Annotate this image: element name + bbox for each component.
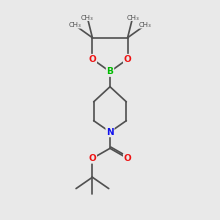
Text: CH₃: CH₃: [68, 22, 81, 28]
Text: N: N: [106, 128, 114, 136]
Text: CH₃: CH₃: [126, 15, 139, 21]
Text: B: B: [106, 67, 114, 76]
Text: O: O: [88, 55, 96, 64]
Text: O: O: [124, 154, 132, 163]
Text: CH₃: CH₃: [139, 22, 152, 28]
Text: CH₃: CH₃: [81, 15, 94, 21]
Text: O: O: [88, 154, 96, 163]
Text: O: O: [124, 55, 132, 64]
